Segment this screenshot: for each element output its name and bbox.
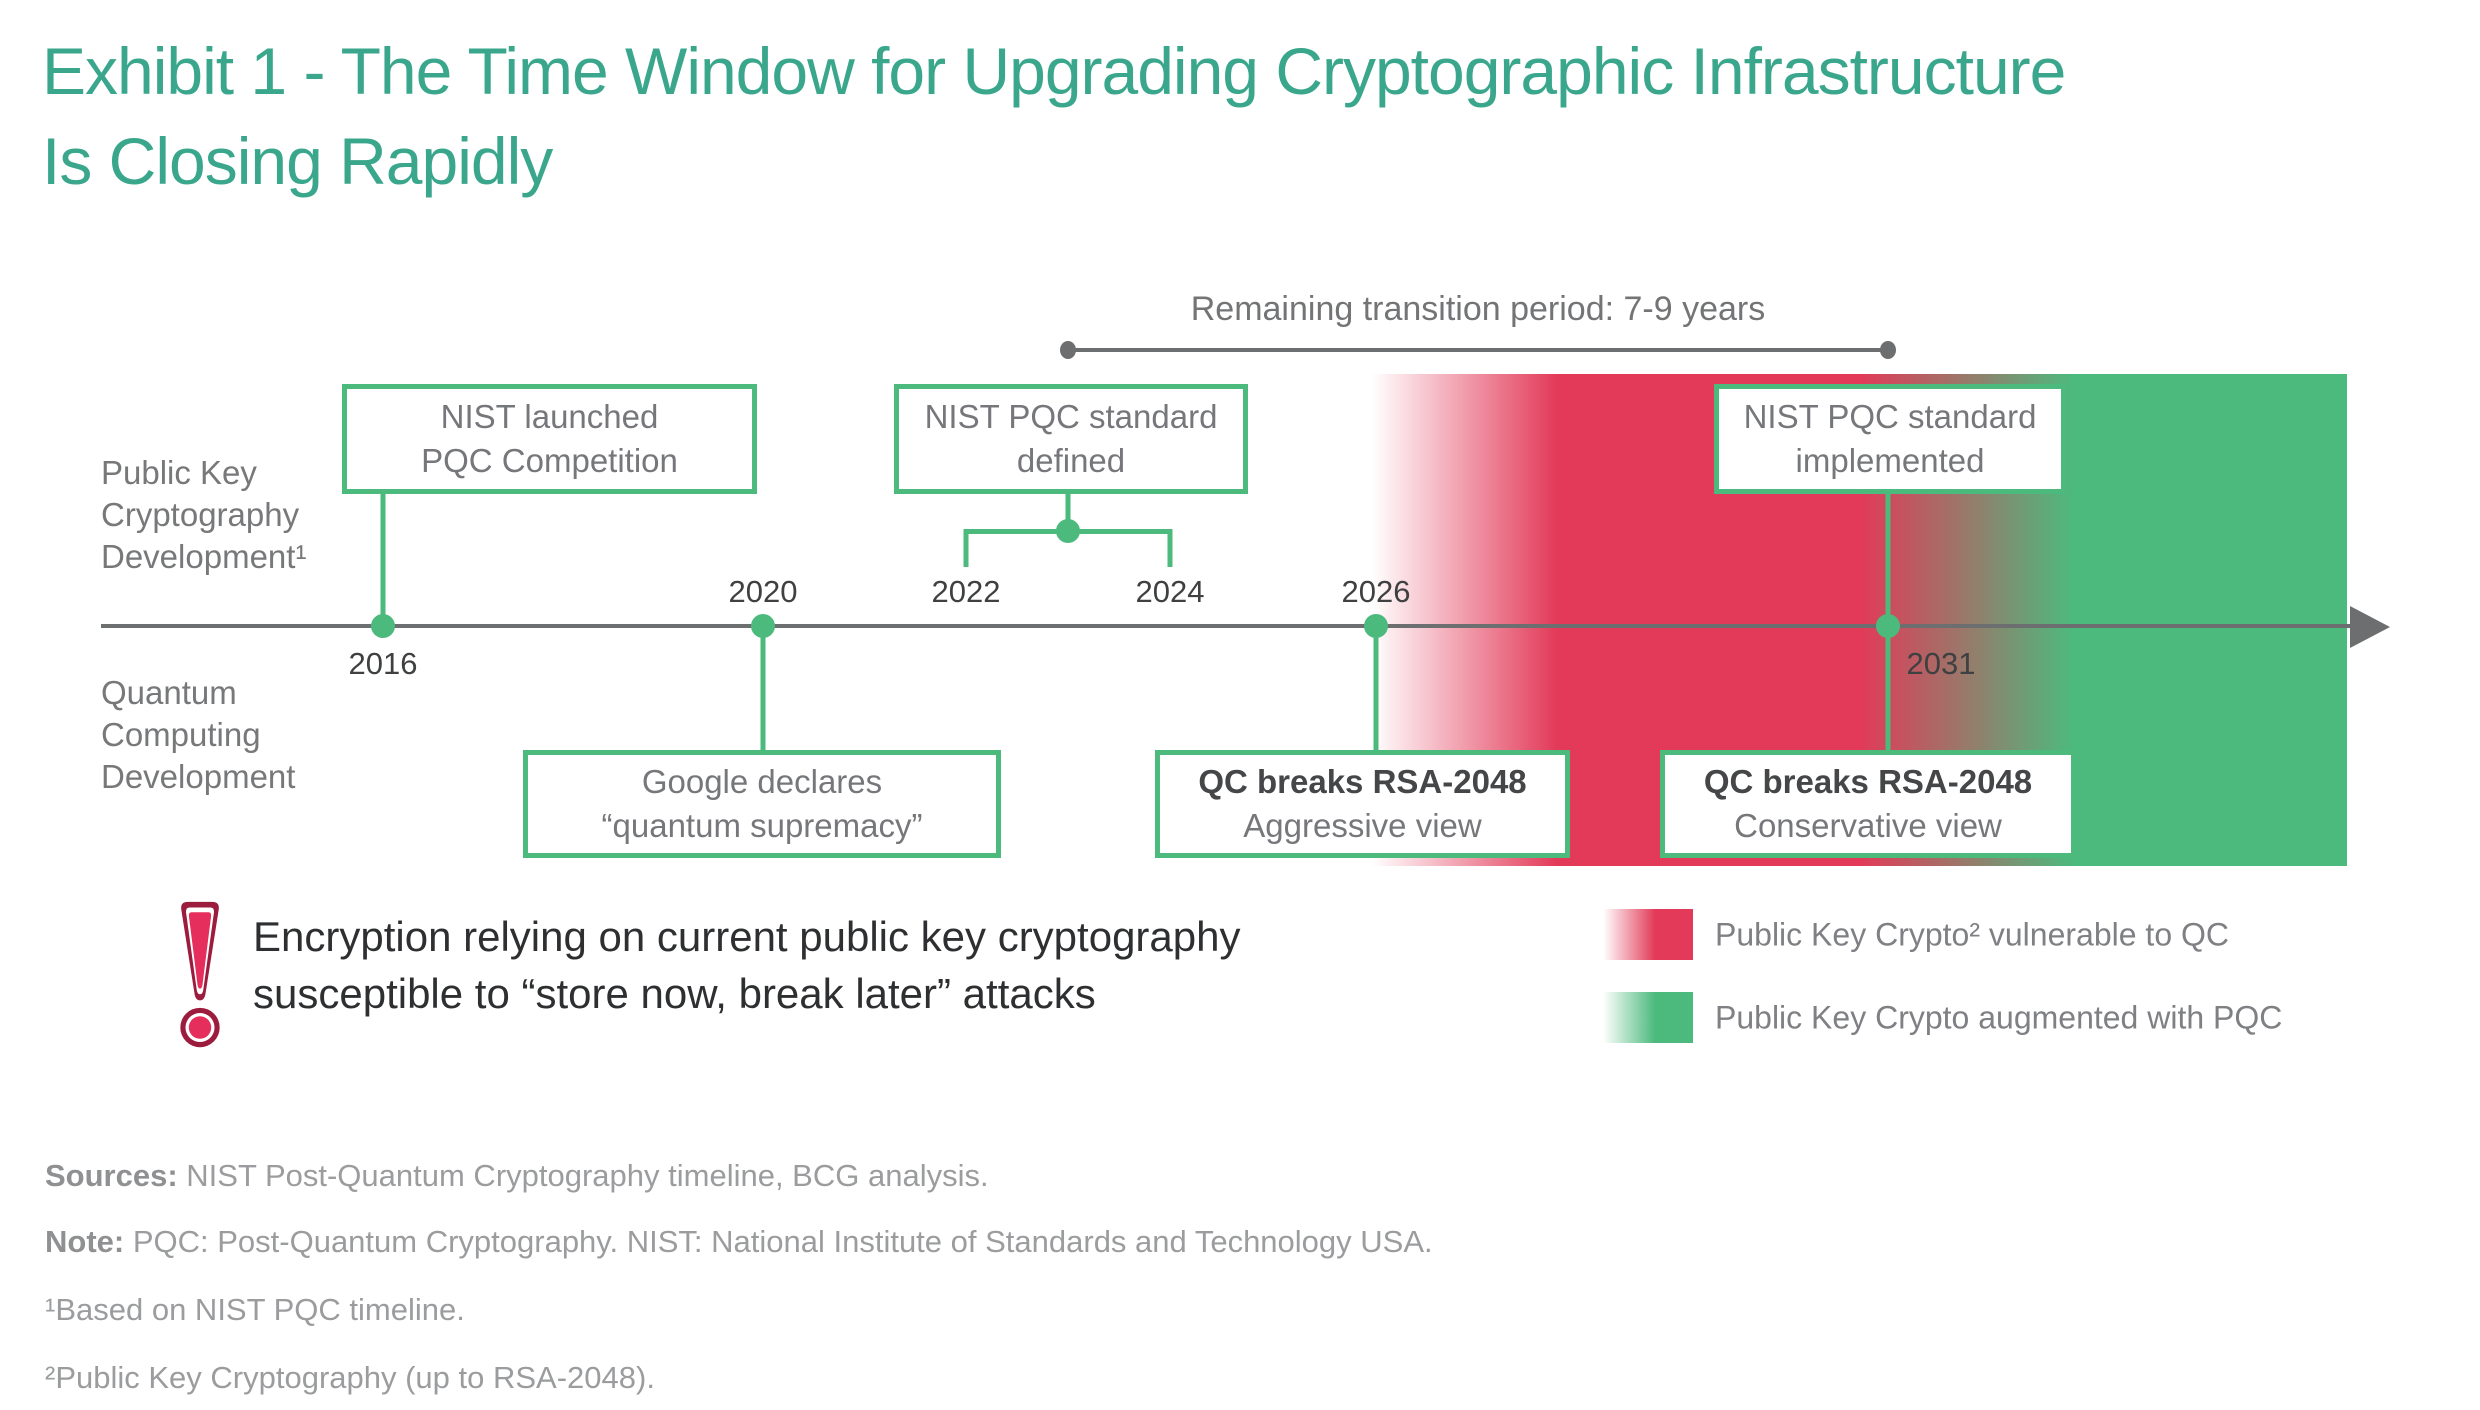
timeline-arrowhead-icon xyxy=(2350,606,2390,648)
timeline-dot-2020 xyxy=(751,614,775,638)
row-label-line: Development xyxy=(101,758,296,795)
sources-note: Sources: NIST Post-Quantum Cryptography … xyxy=(45,1156,989,1196)
abbreviations-note: Note: PQC: Post-Quantum Cryptography. NI… xyxy=(45,1222,1433,1262)
event-text: implemented xyxy=(1795,442,1985,479)
row-label-line: Public Key xyxy=(101,454,257,491)
legend-swatch-augmented xyxy=(1603,992,1693,1043)
transition-period-label: Remaining transition period: 7-9 years xyxy=(1190,290,1766,328)
event-text: Aggressive view xyxy=(1243,807,1482,844)
warning-text-line-2: susceptible to “store now, break later” … xyxy=(253,970,1096,1017)
row-label-line: Quantum xyxy=(101,674,237,711)
year-label-2031: 2031 xyxy=(1906,646,1976,681)
year-label-2024: 2024 xyxy=(1135,574,1205,609)
timeline-axis xyxy=(101,624,2350,628)
warning-text-line-1: Encryption relying on current public key… xyxy=(253,913,1241,960)
warning-text: Encryption relying on current public key… xyxy=(253,908,1241,1022)
year-label-2022: 2022 xyxy=(931,574,1001,609)
row-label-line: Computing xyxy=(101,716,261,753)
event-text: Google declares xyxy=(641,763,883,800)
exclamation-warning-icon xyxy=(180,901,220,1048)
event-box-qc-conservative: QC breaks RSA-2048 Conservative view xyxy=(1660,750,2076,858)
event-box-google-supremacy: Google declares “quantum supremacy” xyxy=(523,750,1001,858)
row-label-quantum-computing: Quantum Computing Development xyxy=(101,672,295,798)
event-box-nist-launched: NIST launched PQC Competition xyxy=(342,384,757,494)
exhibit-title-line-2: Is Closing Rapidly xyxy=(42,124,553,198)
event-text: defined xyxy=(1016,442,1126,479)
event-box-nist-defined: NIST PQC standard defined xyxy=(894,384,1248,494)
row-label-public-key-cryptography: Public Key Cryptography Development¹ xyxy=(101,452,306,578)
note-label: Note: xyxy=(45,1224,125,1259)
event-text: QC breaks RSA-2048 xyxy=(1198,763,1527,800)
exhibit-title-line-1: Exhibit 1 - The Time Window for Upgradin… xyxy=(42,34,2066,108)
bracket-tick-2024 xyxy=(1167,529,1173,567)
connector-2020 xyxy=(760,626,766,750)
event-box-qc-aggressive: QC breaks RSA-2048 Aggressive view xyxy=(1155,750,1570,858)
year-label-2016: 2016 xyxy=(348,646,418,681)
transition-line-start-dot xyxy=(1060,341,1076,359)
connector-defined-stem xyxy=(1065,492,1071,534)
event-box-nist-implemented: NIST PQC standard implemented xyxy=(1714,384,2066,494)
legend-label-augmented: Public Key Crypto augmented with PQC xyxy=(1715,999,2283,1036)
connector-2026 xyxy=(1373,626,1379,750)
legend-swatch-vulnerable xyxy=(1603,909,1693,960)
event-text: NIST PQC standard xyxy=(1743,398,2037,435)
note-text: PQC: Post-Quantum Cryptography. NIST: Na… xyxy=(124,1224,1433,1259)
timeline-dot-2016 xyxy=(371,614,395,638)
timeline-dot-2031 xyxy=(1876,614,1900,638)
footnote-2: ²Public Key Cryptography (up to RSA-2048… xyxy=(45,1360,655,1395)
transition-period-line xyxy=(1068,348,1888,352)
event-text: QC breaks RSA-2048 xyxy=(1703,763,2033,800)
row-label-line: Development¹ xyxy=(101,538,307,575)
row-label-line: Cryptography xyxy=(101,496,300,533)
exhibit-title: Exhibit 1 - The Time Window for Upgradin… xyxy=(42,26,2066,206)
event-text: Conservative view xyxy=(1734,807,2002,844)
sources-label: Sources: xyxy=(45,1158,178,1193)
event-text: “quantum supremacy” xyxy=(601,807,923,844)
sources-text: NIST Post-Quantum Cryptography timeline,… xyxy=(177,1158,989,1193)
timeline-dot-2026 xyxy=(1364,614,1388,638)
transition-line-end-dot xyxy=(1880,341,1896,359)
year-label-2020: 2020 xyxy=(728,574,798,609)
event-text: PQC Competition xyxy=(421,442,678,479)
bracket-dot-2023 xyxy=(1056,519,1080,543)
event-text: NIST launched xyxy=(440,398,659,435)
footnote-1: ¹Based on NIST PQC timeline. xyxy=(45,1292,465,1327)
connector-2016 xyxy=(380,492,386,626)
event-text: NIST PQC standard xyxy=(924,398,1218,435)
legend-label-vulnerable: Public Key Crypto² vulnerable to QC xyxy=(1715,916,2229,953)
bracket-tick-2022 xyxy=(963,529,969,567)
year-label-2026: 2026 xyxy=(1341,574,1411,609)
